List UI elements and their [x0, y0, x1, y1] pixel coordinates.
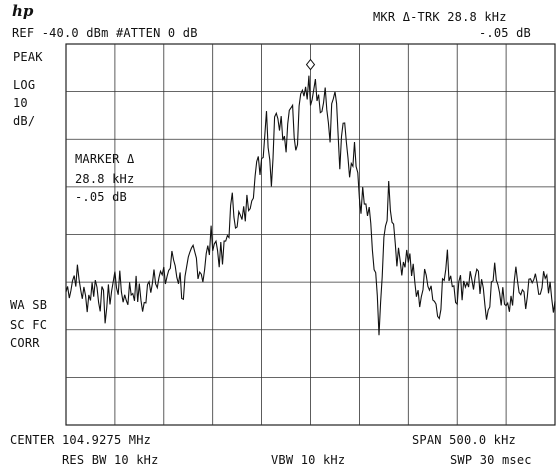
scale-number-label: 10: [13, 96, 28, 110]
res-bw-label: RES BW 10 kHz: [62, 453, 159, 467]
marker-value-label: -.05 dB: [479, 26, 531, 40]
span-label: SPAN 500.0 kHz: [412, 433, 516, 447]
marker-box-frequency: 28.8 kHz: [75, 172, 135, 186]
corr-label: CORR: [10, 336, 40, 350]
marker-mode-label: MKR Δ-TRK 28.8 kHz: [373, 10, 507, 24]
sc-fc-label: SC FC: [10, 318, 48, 332]
vbw-label: VBW 10 kHz: [271, 453, 346, 467]
sweep-time-label: SWP 30 msec: [450, 453, 532, 467]
scale-log-label: LOG: [13, 78, 36, 92]
marker-diamond: [305, 58, 316, 71]
spectrum-trace: [65, 75, 556, 336]
hp-logo: hp: [12, 2, 34, 20]
plot-grid: [65, 43, 556, 426]
ref-level-label: REF -40.0 dBm #ATTEN 0 dB: [12, 26, 198, 40]
detector-peak-label: PEAK: [13, 50, 43, 64]
wa-sb-label: WA SB: [10, 298, 48, 312]
marker-diamond-icon: [305, 58, 316, 71]
marker-box-title: MARKER Δ: [75, 152, 135, 166]
marker-box-level: -.05 dB: [75, 190, 127, 204]
center-frequency-label: CENTER 104.9275 MHz: [10, 433, 152, 447]
scale-unit-label: dB/: [13, 114, 36, 128]
